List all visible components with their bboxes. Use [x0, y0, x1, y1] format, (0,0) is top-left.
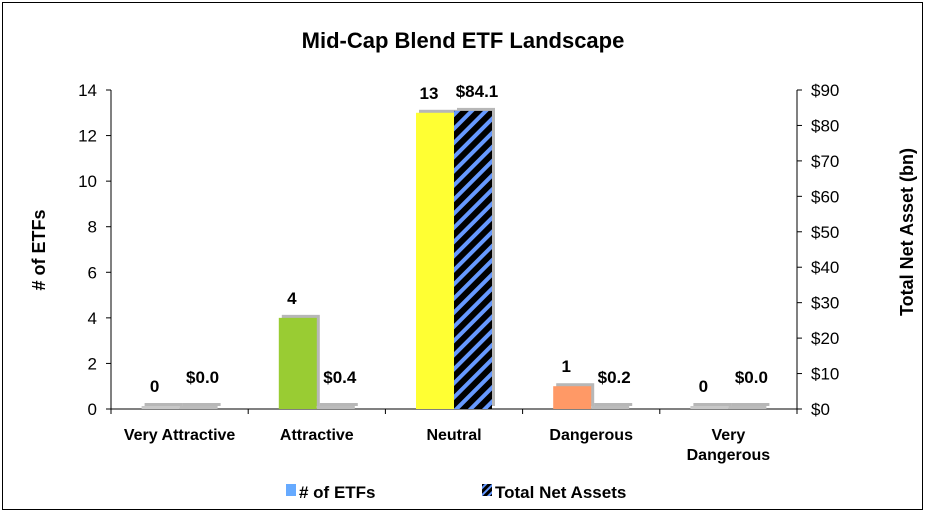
y2-axis-title: Total Net Asset (bn) [897, 148, 917, 316]
etf-count-label: 4 [287, 289, 297, 308]
x-category-label-line: Very [711, 427, 745, 444]
etf-count-label: 1 [561, 357, 570, 376]
y-tick-label: 2 [88, 354, 97, 373]
x-category-label: Very Attractive [124, 427, 236, 444]
net-assets-label: $84.1 [456, 82, 499, 101]
y2-tick-label: $60 [811, 187, 839, 206]
x-category-label: Dangerous [549, 427, 633, 444]
net-assets-bar [316, 406, 355, 409]
y2-tick-label: $90 [811, 81, 839, 100]
net-assets-bar [179, 406, 218, 409]
y-tick-label: 4 [88, 309, 97, 328]
x-category-label-line: Dangerous [549, 427, 633, 444]
y-tick-label: 10 [78, 172, 97, 191]
x-category-label-line: Dangerous [687, 447, 771, 464]
x-category-label: Very Dangerous [687, 427, 771, 464]
net-assets-label: $0.2 [598, 368, 631, 387]
y2-tick-label: $40 [811, 258, 839, 277]
legend-swatch-etf-count [286, 484, 296, 496]
etf-count-bar [553, 386, 592, 409]
y-axis-title: # of ETFs [29, 209, 49, 290]
etf-count-label: 0 [150, 377, 159, 396]
x-category-label-line: Neutral [426, 427, 481, 444]
legend-swatch-net-assets [482, 484, 492, 496]
etf-count-bar [690, 406, 729, 409]
net-assets-bar-shadow [594, 403, 633, 406]
etf-count-bar [141, 406, 180, 409]
net-assets-bar-shadow [182, 403, 221, 406]
x-category-label-line: Very Attractive [124, 427, 236, 444]
net-assets-bar-shadow [731, 403, 770, 406]
x-category-label: Neutral [426, 427, 481, 444]
y-tick-label: 0 [88, 400, 97, 419]
legend-label-etf-count: # of ETFs [299, 483, 376, 502]
etf-count-bar [278, 317, 317, 409]
net-assets-bar [454, 110, 492, 409]
x-category-label: Attractive [280, 427, 354, 444]
net-assets-label: $0.0 [735, 368, 768, 387]
net-assets-bar [591, 406, 630, 409]
y-tick-label: 8 [88, 218, 97, 237]
y-tick-label: 12 [78, 127, 97, 146]
net-assets-bar-shadow [319, 403, 358, 406]
y2-tick-label: $10 [811, 365, 839, 384]
x-category-label-line: Attractive [280, 427, 354, 444]
y2-tick-label: $0 [811, 400, 830, 419]
y2-tick-label: $30 [811, 294, 839, 313]
etf-count-bar [416, 112, 454, 410]
y-tick-label: 6 [88, 263, 97, 282]
y2-tick-label: $70 [811, 152, 839, 171]
y2-tick-label: $20 [811, 329, 839, 348]
net-assets-label: $0.0 [186, 368, 219, 387]
y2-tick-label: $50 [811, 223, 839, 242]
etf-count-label: 13 [420, 84, 439, 103]
y2-tick-label: $80 [811, 116, 839, 135]
net-assets-label: $0.4 [323, 368, 357, 387]
etf-count-label: 0 [699, 377, 708, 396]
chart-title: Mid-Cap Blend ETF Landscape [302, 28, 625, 53]
etf-count-bar-shadow [693, 403, 732, 406]
y-tick-label: 14 [78, 81, 97, 100]
etf-count-bar-shadow [144, 403, 183, 406]
net-assets-bar [728, 406, 767, 409]
legend-label-net-assets: Total Net Assets [495, 483, 626, 502]
